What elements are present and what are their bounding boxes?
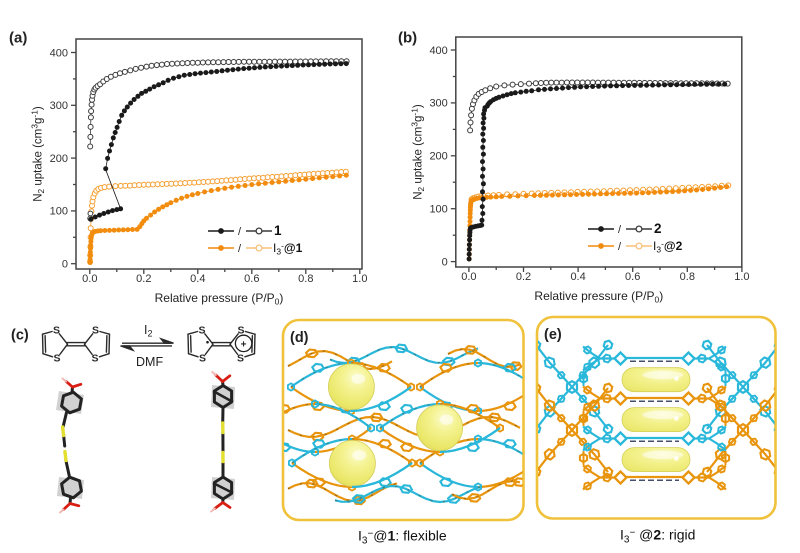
- svg-text:0.2: 0.2: [516, 271, 531, 283]
- svg-text:0.4: 0.4: [570, 271, 585, 283]
- svg-text:0.4: 0.4: [190, 273, 205, 285]
- svg-text:200: 200: [50, 153, 68, 165]
- svg-text:100: 100: [50, 206, 68, 218]
- svg-text:I3-@2: I3-@2: [653, 239, 683, 255]
- svg-text:S: S: [92, 325, 99, 337]
- svg-text:/: /: [618, 224, 622, 236]
- svg-text:+: +: [241, 339, 247, 350]
- svg-text:0.6: 0.6: [244, 273, 259, 285]
- svg-text:I2: I2: [144, 323, 153, 339]
- svg-text:DMF: DMF: [136, 355, 163, 369]
- svg-text:/: /: [238, 243, 242, 255]
- svg-text:300: 300: [50, 100, 68, 112]
- svg-text:/: /: [238, 226, 242, 238]
- svg-text:0.0: 0.0: [461, 271, 476, 283]
- svg-text:0.8: 0.8: [298, 273, 313, 285]
- svg-text:S: S: [237, 353, 244, 365]
- svg-text:N2 uptake (cm3g-1): N2 uptake (cm3g-1): [410, 104, 427, 200]
- svg-text:/: /: [618, 241, 622, 253]
- svg-text:S: S: [53, 353, 60, 365]
- svg-text:(b): (b): [398, 30, 417, 47]
- svg-text:S: S: [237, 325, 244, 337]
- svg-text:300: 300: [429, 98, 447, 110]
- svg-text:2: 2: [654, 221, 662, 236]
- svg-text:S: S: [91, 353, 98, 365]
- svg-text:I3− @2: rigid: I3− @2: rigid: [620, 527, 695, 546]
- svg-text:(d): (d): [290, 330, 309, 346]
- svg-text:I3-@1: I3-@1: [273, 241, 303, 257]
- svg-text:1: 1: [274, 223, 282, 238]
- svg-text:0.0: 0.0: [82, 273, 97, 285]
- svg-text:S: S: [198, 325, 205, 337]
- svg-text:1.0: 1.0: [352, 273, 367, 285]
- svg-text:0.8: 0.8: [680, 271, 695, 283]
- svg-text:400: 400: [429, 45, 447, 57]
- svg-text:(c): (c): [11, 328, 29, 344]
- svg-text:400: 400: [50, 47, 68, 59]
- svg-text:100: 100: [429, 204, 447, 216]
- svg-text:(a): (a): [9, 30, 27, 47]
- svg-text:0.6: 0.6: [625, 271, 640, 283]
- svg-text:1.0: 1.0: [734, 271, 749, 283]
- svg-text:Relative pressure (P/P0): Relative pressure (P/P0): [155, 291, 284, 307]
- svg-text:(e): (e): [544, 327, 562, 343]
- svg-text:200: 200: [429, 151, 447, 163]
- svg-text:Relative pressure (P/P0): Relative pressure (P/P0): [534, 289, 663, 305]
- svg-text:0: 0: [442, 256, 448, 268]
- svg-text:N2 uptake (cm3g-1): N2 uptake (cm3g-1): [30, 106, 47, 202]
- svg-text:0.2: 0.2: [136, 273, 151, 285]
- svg-text:S: S: [199, 353, 206, 365]
- svg-text:S: S: [53, 325, 60, 337]
- svg-text:0: 0: [62, 259, 68, 271]
- svg-text:I3−@1: flexible: I3−@1: flexible: [358, 528, 447, 547]
